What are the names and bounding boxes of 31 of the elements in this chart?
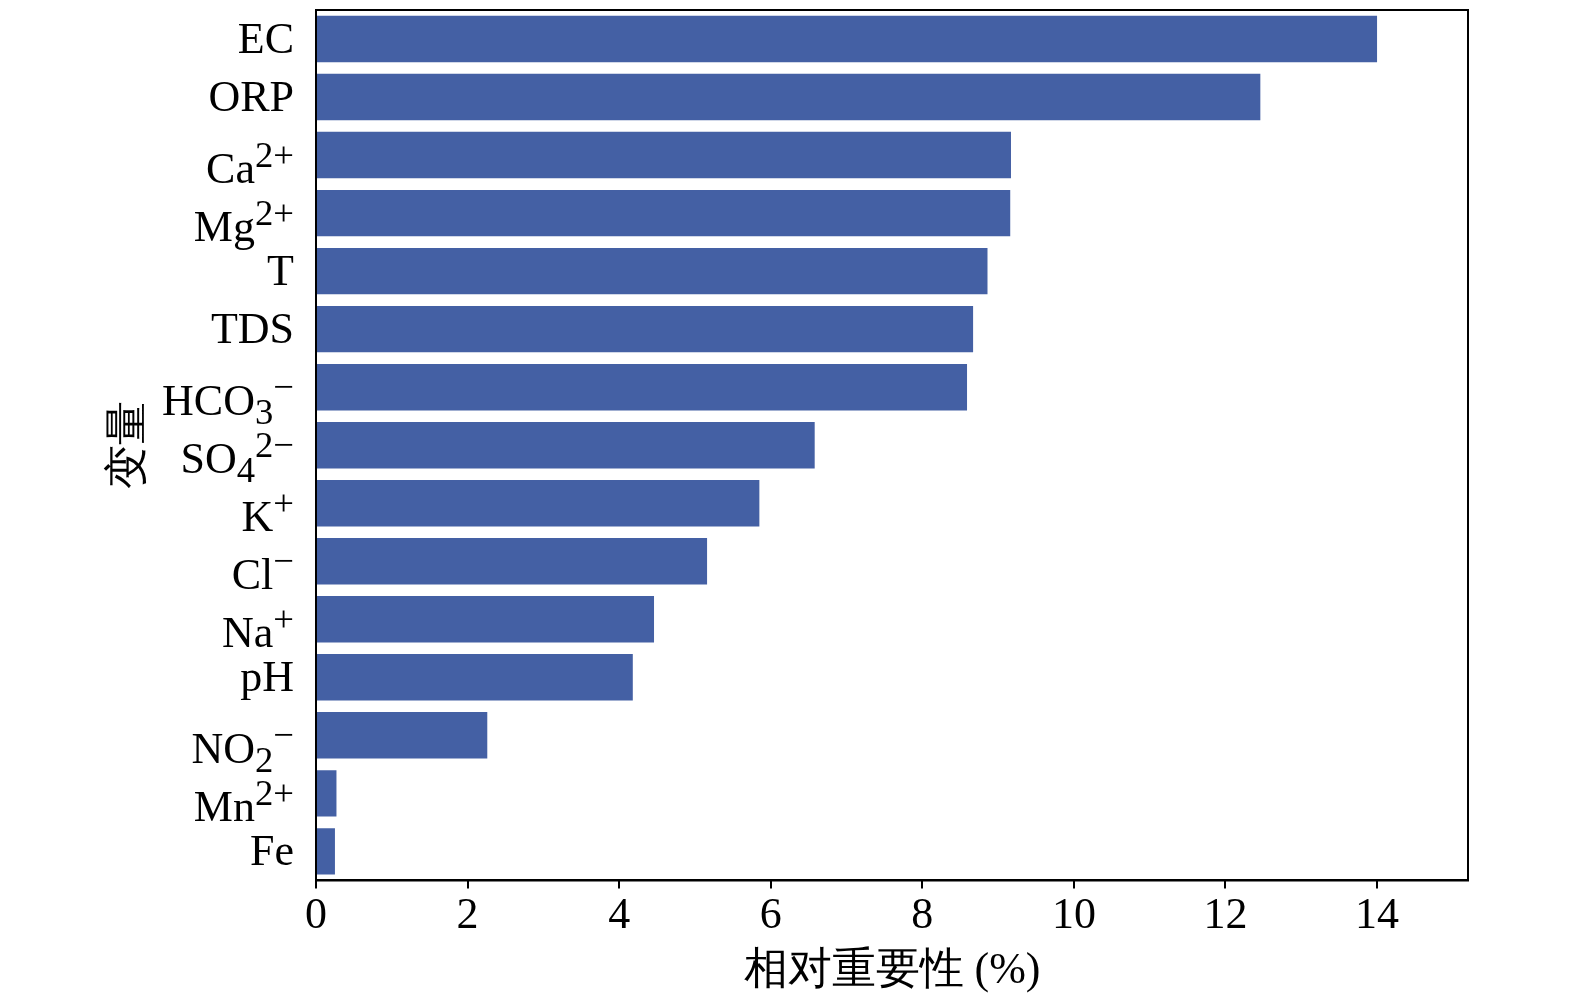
bar [317, 15, 1378, 63]
x-tick-label: 6 [759, 889, 782, 939]
x-tick-label: 0 [305, 889, 327, 939]
bar [317, 131, 1011, 179]
bar [317, 770, 337, 817]
bar [317, 305, 974, 353]
x-tick-label: 10 [1051, 889, 1096, 939]
y-tick-label: EC [237, 13, 294, 65]
bar [317, 538, 708, 585]
x-tick-label: 8 [911, 889, 934, 939]
bar [317, 480, 760, 527]
bar [317, 363, 968, 411]
bar [317, 654, 633, 701]
bar [317, 828, 335, 875]
y-tick-label: Cl$^{−}$ [231, 540, 294, 599]
y-tick-label: ORP [208, 71, 294, 124]
x-tick-label: 12 [1203, 889, 1248, 939]
y-tick-label: Ca$^{2+}$ [206, 133, 294, 195]
x-axis-title: 相对重要性 (%) [743, 944, 1041, 994]
bar [317, 596, 655, 643]
bar [317, 73, 1261, 121]
y-tick-label: TDS [210, 303, 294, 356]
x-tick-label: 14 [1355, 889, 1400, 939]
bar [317, 712, 488, 759]
bar [317, 189, 1011, 237]
bar [317, 421, 815, 469]
y-tick-label: K$^{+}$ [241, 482, 294, 541]
x-tick-label: 4 [608, 889, 631, 939]
y-axis-title: 变量 [100, 401, 152, 490]
bar [317, 247, 988, 295]
x-tick-label: 2 [456, 889, 479, 939]
